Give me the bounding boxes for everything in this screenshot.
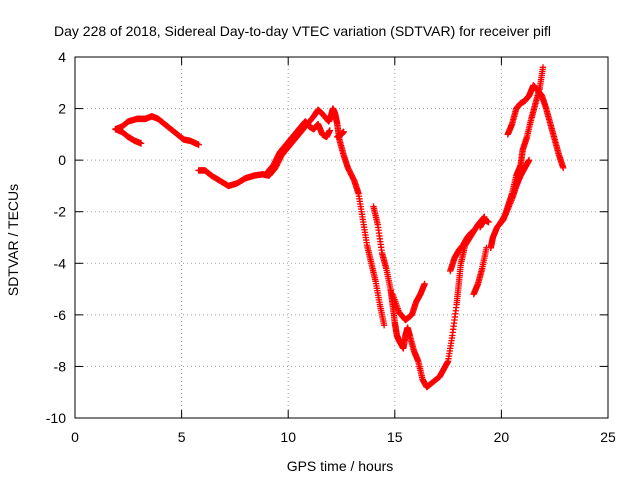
x-tick-label: 5 [178, 429, 186, 445]
data-point [525, 156, 533, 164]
data-point [539, 64, 547, 71]
data-point [468, 229, 475, 236]
data-points [112, 64, 567, 391]
chart-title: Day 228 of 2018, Sidereal Day-to-day VTE… [54, 23, 551, 39]
data-point [485, 218, 492, 226]
y-tick-label: -8 [54, 358, 67, 374]
data-point [326, 127, 333, 134]
y-tick-label: 0 [58, 152, 66, 168]
plot-frame [74, 56, 609, 419]
y-tick-label: 2 [58, 101, 66, 117]
data-point [340, 128, 347, 135]
y-tick-label: -4 [54, 255, 67, 271]
data-point [560, 164, 567, 172]
y-tick-label: 4 [58, 49, 66, 65]
y-tick-label: -6 [54, 307, 67, 323]
y-axis-label: SDTVAR / TECUs [5, 184, 21, 296]
data-point [380, 321, 388, 329]
x-tick-label: 0 [71, 429, 79, 445]
y-tick-label: -10 [46, 410, 66, 426]
x-tick-label: 25 [600, 429, 616, 445]
x-tick-label: 15 [387, 429, 403, 445]
x-tick-label: 10 [280, 429, 296, 445]
data-point [137, 140, 145, 147]
data-point [195, 141, 202, 148]
tick-labels: 0 5 10 15 20 25 -10 -8 -6 -4 -2 0 2 4 [46, 49, 616, 445]
x-tick-label: 20 [494, 429, 510, 445]
x-axis-label: GPS time / hours [287, 458, 394, 474]
data-point [421, 280, 428, 288]
y-tick-label: -2 [54, 204, 67, 220]
axis-ticks [74, 56, 609, 419]
